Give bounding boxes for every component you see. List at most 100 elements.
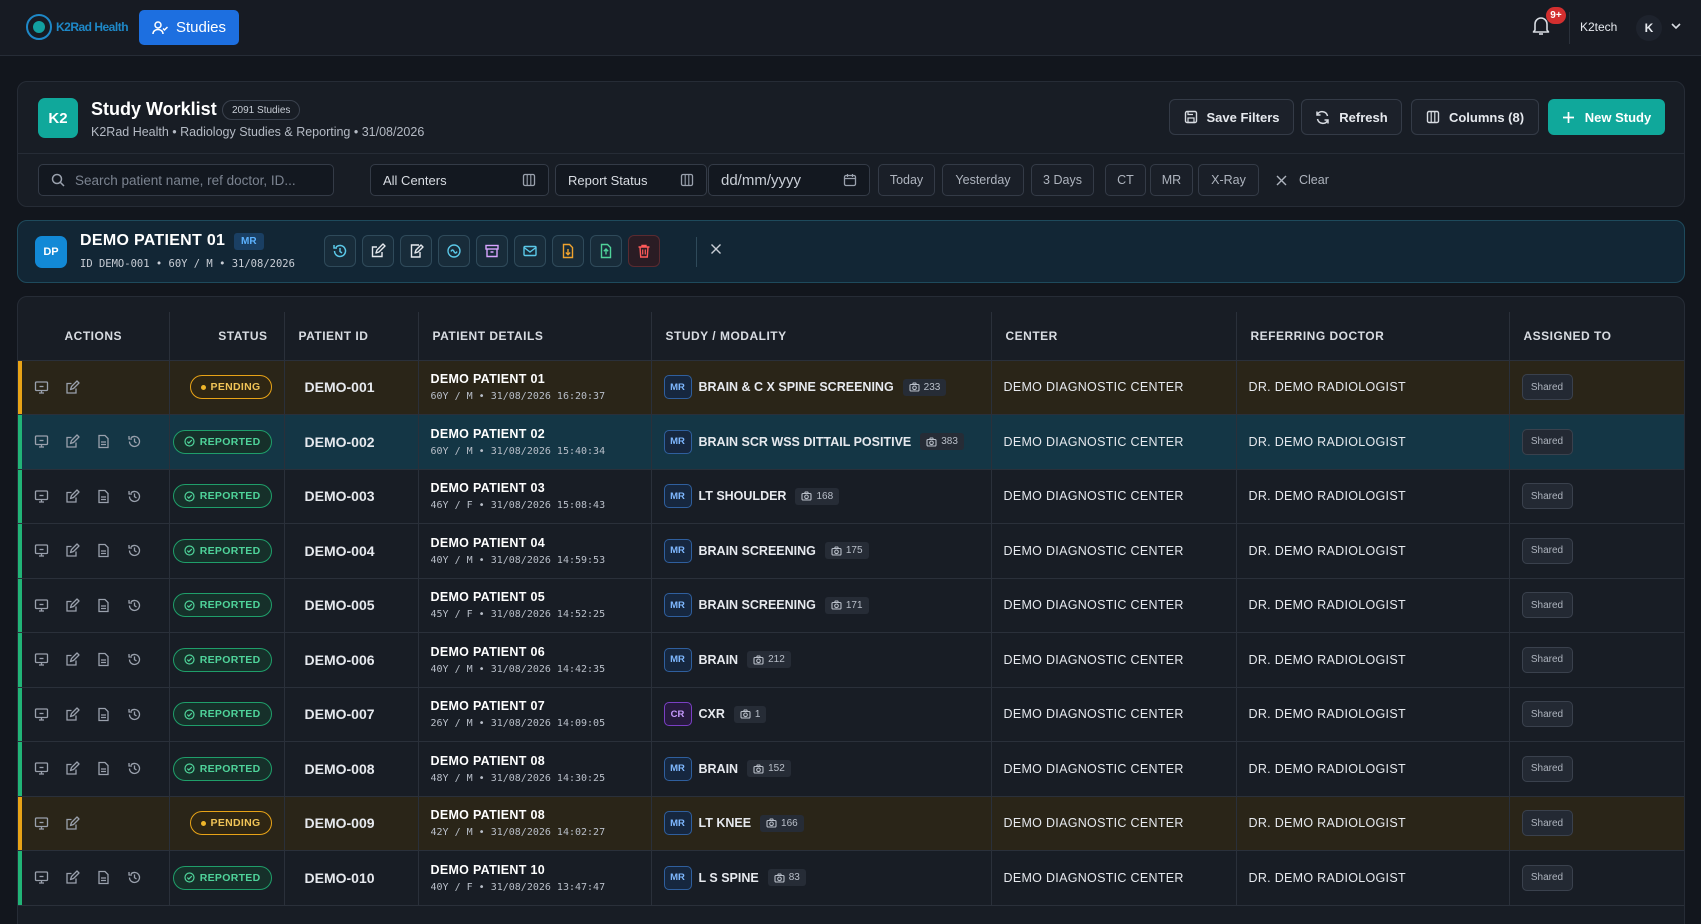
table-row[interactable]: REPORTED DEMO-010 DEMO PATIENT 10 40Y / F •… [18,850,1684,906]
filter-mr-button[interactable]: MR [1150,164,1193,196]
column-header-assigned-to[interactable]: ASSIGNED TO [1509,312,1684,361]
edit-icon[interactable] [65,434,80,449]
filter-3-days-button[interactable]: 3 Days [1031,164,1094,196]
edit-icon[interactable] [65,598,80,613]
history-button[interactable] [324,235,356,267]
history-icon[interactable] [127,598,142,613]
edit-icon[interactable] [65,707,80,722]
assign-button[interactable]: Shared [1521,374,1573,401]
user-avatar[interactable]: K [1636,15,1662,41]
report-document-icon[interactable] [96,598,111,613]
viewer-icon[interactable] [34,761,49,776]
edit-icon[interactable] [65,816,80,831]
columns-button[interactable]: Columns (8) [1411,99,1539,135]
assign-button[interactable]: Shared [1521,483,1573,510]
report-status-select[interactable]: Report Status [555,164,707,196]
column-header-actions[interactable]: ACTIONS [18,312,170,361]
studies-nav-button[interactable]: Studies [139,10,239,45]
center-select-value: All Centers [383,172,447,188]
assign-button[interactable]: Shared [1521,864,1573,891]
report-document-icon[interactable] [96,543,111,558]
viewer-icon[interactable] [34,489,49,504]
column-header-status[interactable]: STATUS [169,312,285,361]
report-document-icon[interactable] [96,434,111,449]
assign-button[interactable]: Shared [1521,810,1573,837]
filter-today-button[interactable]: Today [878,164,935,196]
date-input[interactable]: dd/mm/yyyy [708,164,870,196]
table-row[interactable]: REPORTED DEMO-002 DEMO PATIENT 02 60Y / M •… [18,414,1684,470]
filter-ct-button[interactable]: CT [1105,164,1146,196]
table-row[interactable]: REPORTED DEMO-008 DEMO PATIENT 08 48Y / M •… [18,741,1684,797]
refresh-button[interactable]: Refresh [1301,99,1402,135]
camera-icon [753,655,764,665]
table-row[interactable]: REPORTED DEMO-003 DEMO PATIENT 03 46Y / F •… [18,469,1684,524]
search-field[interactable] [38,164,334,196]
table-row[interactable]: PENDING DEMO-009 DEMO PATIENT 08 42Y / M • … [18,796,1684,851]
report-document-icon[interactable] [96,707,111,722]
assign-button[interactable]: Shared [1521,428,1573,455]
history-icon[interactable] [127,543,142,558]
history-icon[interactable] [127,707,142,722]
table-row[interactable]: PENDING DEMO-001 DEMO PATIENT 01 60Y / M • … [18,360,1684,415]
email-button[interactable] [514,235,546,267]
sign-report-button[interactable] [400,235,432,267]
viewer-icon[interactable] [34,434,49,449]
user-menu-button[interactable] [1670,20,1682,32]
app-logo[interactable]: K2Rad Health [26,14,129,40]
history-icon[interactable] [127,870,142,885]
edit-icon[interactable] [65,380,80,395]
archive-button[interactable] [476,235,508,267]
assign-button[interactable]: Shared [1521,755,1573,782]
edit-icon[interactable] [65,543,80,558]
table-row[interactable]: REPORTED DEMO-007 DEMO PATIENT 07 26Y / M •… [18,687,1684,742]
table-row[interactable]: REPORTED DEMO-006 DEMO PATIENT 06 40Y / M •… [18,632,1684,688]
history-icon[interactable] [127,434,142,449]
report-document-icon[interactable] [96,489,111,504]
close-banner-button[interactable] [710,243,722,255]
save-filters-button[interactable]: Save Filters [1169,99,1294,135]
column-header-referring-doctor[interactable]: REFERRING DOCTOR [1236,312,1510,361]
viewer-icon[interactable] [34,543,49,558]
column-header-study-modality[interactable]: STUDY / MODALITY [651,312,992,361]
download-report-button[interactable] [552,235,584,267]
viewer-icon[interactable] [34,598,49,613]
viewer-icon[interactable] [34,380,49,395]
center-select[interactable]: All Centers [370,164,549,196]
clear-filters-button[interactable]: Clear [1276,164,1329,196]
search-input[interactable] [75,172,325,188]
new-study-button[interactable]: New Study [1548,99,1665,135]
edit-icon[interactable] [65,761,80,776]
column-header-patient-details[interactable]: PATIENT DETAILS [418,312,652,361]
history-icon[interactable] [127,761,142,776]
table-row[interactable]: REPORTED DEMO-005 DEMO PATIENT 05 45Y / F •… [18,578,1684,633]
assign-button[interactable]: Shared [1521,537,1573,564]
assign-button[interactable]: Shared [1521,701,1573,728]
edit-report-button[interactable] [362,235,394,267]
notifications-button[interactable] [1532,16,1550,36]
report-document-icon[interactable] [96,652,111,667]
delete-button[interactable] [628,235,660,267]
table-row[interactable]: REPORTED DEMO-004 DEMO PATIENT 04 40Y / M •… [18,523,1684,579]
viewer-icon[interactable] [34,870,49,885]
report-document-icon[interactable] [96,870,111,885]
assign-button[interactable]: Shared [1521,646,1573,673]
column-header-center[interactable]: CENTER [991,312,1237,361]
viewer-icon[interactable] [34,816,49,831]
history-icon[interactable] [127,652,142,667]
assigned-cell: Shared [1509,414,1684,470]
image-count: 152 [768,763,785,775]
filter-yesterday-button[interactable]: Yesterday [942,164,1024,196]
history-icon[interactable] [127,489,142,504]
column-header-patient-id[interactable]: PATIENT ID [284,312,419,361]
viewer-icon[interactable] [34,707,49,722]
filter-xray-button[interactable]: X-Ray [1198,164,1259,196]
viewer-icon[interactable] [34,652,49,667]
report-document-icon[interactable] [96,761,111,776]
username[interactable]: K2tech [1580,20,1618,34]
share-button[interactable] [438,235,470,267]
edit-icon[interactable] [65,652,80,667]
edit-icon[interactable] [65,489,80,504]
export-button[interactable] [590,235,622,267]
assign-button[interactable]: Shared [1521,592,1573,619]
edit-icon[interactable] [65,870,80,885]
